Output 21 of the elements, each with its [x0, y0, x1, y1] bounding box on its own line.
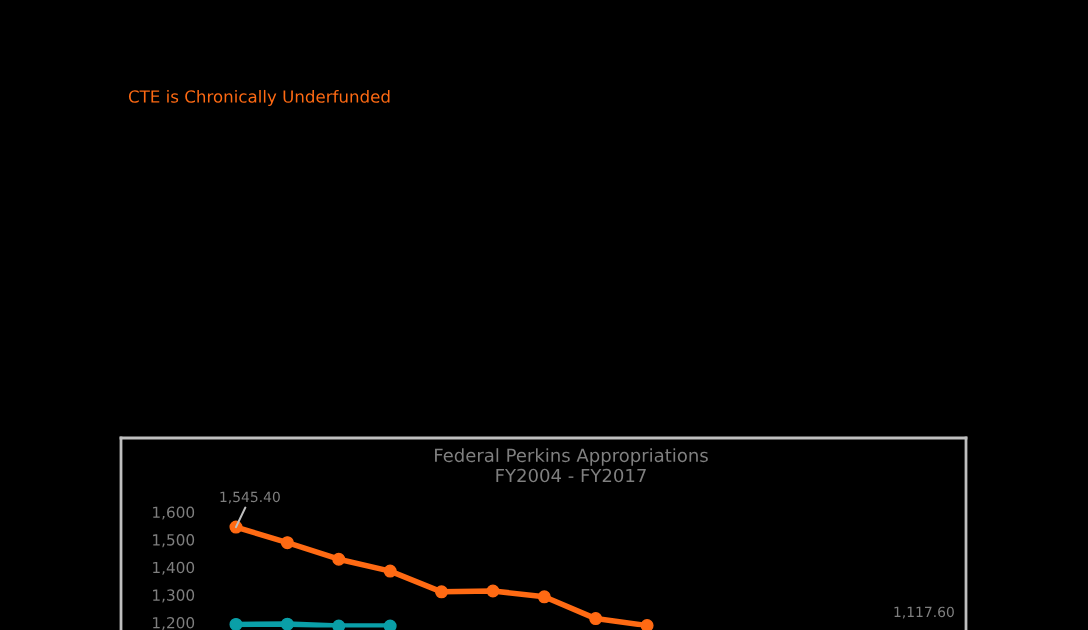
point [435, 585, 449, 599]
y-tick-label: 1,600 [153, 506, 195, 520]
y-tick-label: 1,300 [153, 589, 195, 603]
y-tick-label: 1,400 [153, 561, 195, 575]
point [537, 590, 551, 604]
point [589, 612, 603, 626]
point [229, 617, 243, 630]
y-tick-label: 1,500 [153, 534, 195, 548]
chart-subtitle: Federal Perkins Appropriations FY2004 - FY2017 [435, 448, 708, 483]
y-tick-label: 1,200 [153, 616, 195, 630]
point [280, 617, 294, 630]
point [332, 619, 346, 630]
point [383, 619, 397, 630]
point [383, 564, 397, 578]
data-label: 1,545.40 [220, 491, 280, 504]
chart-title: CTE is Chronically Underfunded [128, 89, 390, 107]
point [486, 584, 500, 598]
point [280, 536, 294, 550]
annotation: 1,117.60 [894, 606, 954, 619]
point [332, 552, 346, 566]
point [640, 619, 654, 630]
